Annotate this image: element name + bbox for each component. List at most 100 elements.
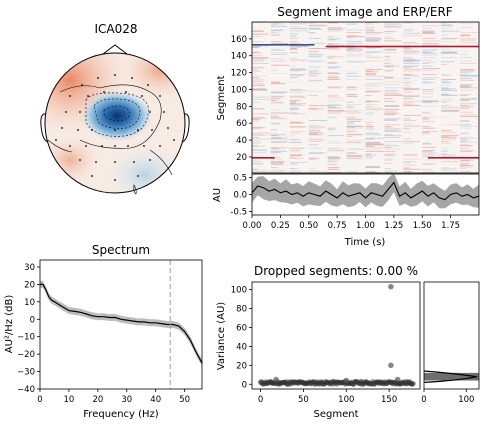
- segment-row-cell: [327, 127, 336, 129]
- segment-row-cell: [384, 135, 402, 137]
- variance-outlier-point: [394, 376, 401, 383]
- segment-row-cell: [308, 66, 321, 68]
- histogram-frame: [423, 281, 480, 390]
- segment-row-cell: [252, 116, 265, 118]
- segment-row-cell: [270, 96, 284, 98]
- segment-row-cell: [252, 60, 264, 62]
- segment-row-cell: [289, 157, 304, 159]
- segment-row-cell: [460, 136, 474, 138]
- segment-row-cell: [460, 84, 472, 86]
- segment-row-cell: [327, 160, 339, 162]
- sensor-dot: [149, 111, 151, 113]
- segment-row-cell: [270, 49, 285, 51]
- segment-row-cell: [252, 113, 269, 115]
- segment-row-cell: [365, 85, 381, 87]
- segment-row-cell: [384, 148, 402, 150]
- segment-ytick-label: 120: [231, 69, 247, 79]
- segment-row-cell: [346, 152, 357, 154]
- segment-row-cell: [441, 34, 449, 36]
- segment-row-cell: [270, 30, 282, 32]
- segment-row-cell: [441, 156, 457, 158]
- segment-row-cell: [403, 127, 410, 129]
- segment-row-cell: [384, 98, 393, 100]
- segment-row-cell: [365, 54, 373, 56]
- segment-row-cell: [441, 25, 454, 27]
- segment-row-cell: [346, 131, 358, 132]
- segment-row-cell: [422, 133, 431, 135]
- segment-row-cell: [327, 77, 339, 79]
- segment-row-cell: [403, 84, 411, 86]
- segment-row-cell: [403, 102, 414, 104]
- erp-xtick-label: 0.50: [299, 221, 318, 231]
- segment-row-cell: [384, 25, 397, 27]
- spectrum-ytick-label: −10: [17, 333, 35, 343]
- erp-confidence-band: [252, 172, 479, 209]
- segment-row-cell: [308, 71, 319, 73]
- segment-row-cell: [252, 58, 265, 60]
- segment-row-cell: [460, 167, 466, 169]
- segment-row-cell: [270, 137, 282, 139]
- segment-row-cell: [384, 130, 399, 132]
- segment-row-cell: [308, 147, 323, 149]
- segment-row-cell: [289, 154, 304, 156]
- segment-row-cell: [403, 42, 419, 44]
- segment-row-cell: [365, 171, 376, 173]
- segment-row-cell: [365, 83, 384, 85]
- segment-row-cell: [308, 105, 328, 106]
- segment-row-cell: [460, 150, 475, 152]
- segment-row-cell: [346, 133, 364, 135]
- segment-row-cell: [460, 74, 479, 76]
- segment-row-cell: [365, 134, 382, 136]
- segment-row-cell: [346, 94, 357, 95]
- spectrum-ytick-label: −30: [17, 368, 35, 378]
- segment-row-cell: [346, 148, 365, 150]
- segment-row-cell: [422, 142, 430, 144]
- segment-row-cell: [365, 101, 372, 103]
- erp-xtick-label: 1.00: [356, 221, 375, 231]
- segment-row-cell: [270, 60, 286, 62]
- segment-row-cell: [327, 79, 340, 80]
- segment-row-cell: [252, 171, 271, 173]
- segment-row-cell: [252, 134, 265, 136]
- segment-row-cell: [403, 61, 413, 63]
- segment-row-cell: [252, 120, 260, 122]
- segment-ytick-label: 80: [236, 102, 247, 112]
- segment-row-cell: [460, 86, 473, 88]
- erp-panel: 0.5 0.0 -0.5 0.00 0.25 0.50 0.75 1.00 1.25 1.50 1…: [212, 172, 480, 248]
- erp-xtick-label: 0.75: [328, 221, 347, 231]
- sensor-dot: [77, 129, 79, 131]
- segment-row-cell: [460, 87, 479, 89]
- segment-row-cell: [252, 119, 260, 121]
- segment-row-cell: [327, 44, 346, 46]
- head-outline: [44, 52, 186, 194]
- variance-xtick-label: 100: [338, 395, 354, 405]
- segment-row-cell: [460, 42, 478, 43]
- segment-row-cell: [384, 40, 402, 42]
- segment-row-cell: [252, 163, 262, 165]
- segment-row-cell: [252, 80, 264, 82]
- variance-ytick-label: 40: [236, 342, 247, 352]
- segment-row-cell: [270, 115, 278, 117]
- segment-row-cell: [460, 137, 479, 139]
- segment-row-cell: [403, 59, 422, 61]
- segment-row-cell: [270, 52, 288, 54]
- segment-row-cell: [403, 131, 412, 133]
- segment-row-cell: [403, 100, 423, 102]
- sensor-dot: [101, 145, 103, 147]
- segment-row-cell: [308, 22, 326, 23]
- segment-row-cell: [403, 63, 420, 64]
- segment-row-cell: [308, 120, 327, 121]
- segment-row-cell: [422, 119, 430, 121]
- segment-row-cell: [422, 131, 430, 133]
- segment-row-cell: [365, 146, 385, 148]
- segment-row-cell: [308, 24, 325, 26]
- erp-xtick-label: 1.50: [413, 221, 432, 231]
- segment-row-cell: [252, 51, 258, 53]
- segment-row-cell: [441, 79, 456, 80]
- segment-row-cell: [308, 127, 323, 129]
- segment-row-cell: [327, 157, 342, 159]
- segment-row-cell: [270, 157, 281, 158]
- segment-row-cell: [327, 56, 344, 58]
- segment-row-cell: [460, 156, 473, 158]
- segment-row-cell: [346, 120, 361, 122]
